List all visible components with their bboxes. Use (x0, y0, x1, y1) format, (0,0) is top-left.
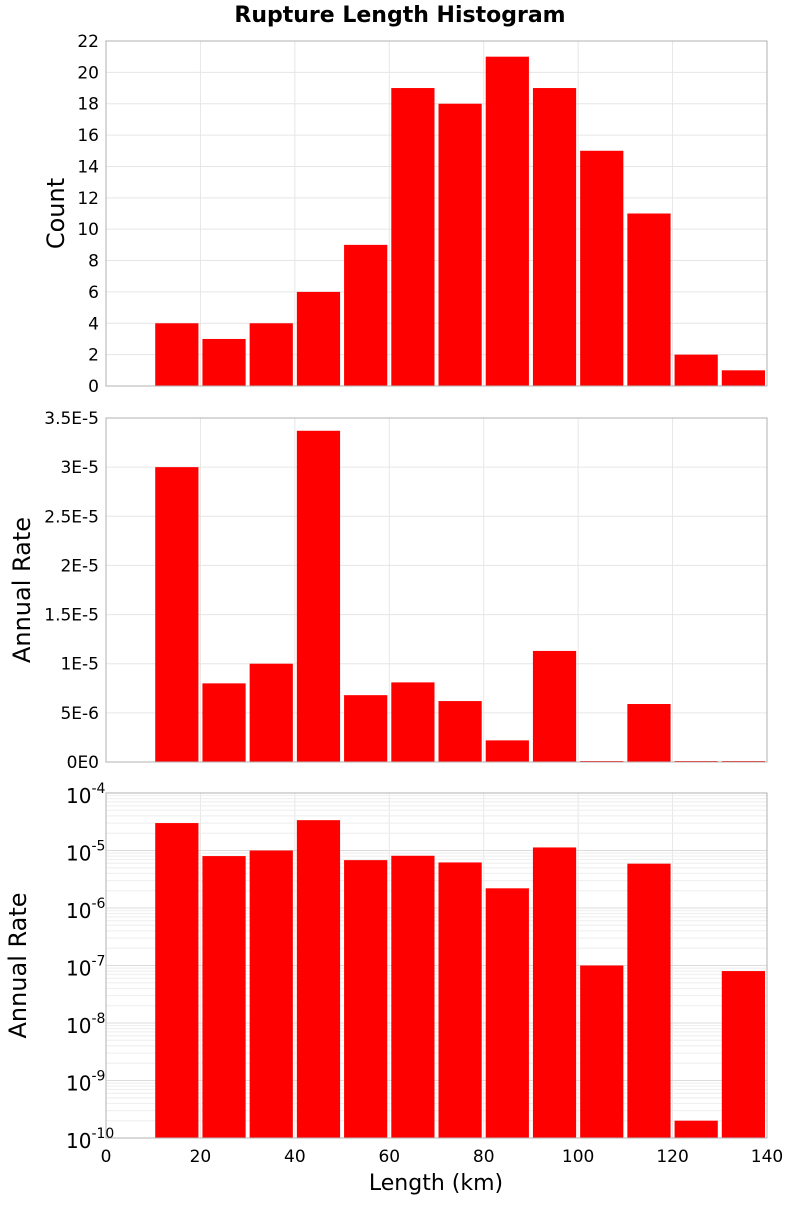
x-tick-label: 0 (101, 1147, 112, 1167)
x-tick-label: 120 (656, 1147, 688, 1167)
y-tick-base: 10 (66, 842, 91, 866)
histogram-bar (155, 823, 199, 1138)
histogram-bar (532, 88, 577, 386)
histogram-bar (438, 103, 482, 387)
x-tick-label: 100 (562, 1147, 594, 1167)
histogram-bar (580, 150, 624, 386)
plot-frame (105, 40, 768, 387)
histogram-bar (627, 213, 671, 386)
histogram-bar (391, 88, 435, 386)
panel-2: 0E0 5E-6 1E-5 1.5E-5 2E-5 2.5E-5 3E-5 3.5E-5 Ann… (8, 409, 768, 773)
y-tick-label: 10-10 (66, 1126, 114, 1153)
histogram-bar (532, 847, 577, 1138)
histogram-bar (202, 338, 246, 386)
histogram-bar (344, 244, 388, 386)
y-tick-exponent: -4 (91, 781, 105, 797)
y-tick-label: 12 (77, 189, 99, 209)
histogram-bar (580, 965, 624, 1138)
y-tick-label: 8 (88, 252, 99, 272)
y-axis-label: Annual Rate (8, 517, 36, 663)
y-tick-label: 14 (77, 157, 99, 177)
y-tick-exponent: -8 (91, 1011, 105, 1027)
y-tick-label: 10-4 (66, 781, 106, 808)
histogram-bar (674, 1120, 718, 1138)
y-tick-label: 16 (77, 126, 99, 146)
y-tick-base: 10 (66, 1014, 91, 1038)
histogram-bar (532, 650, 577, 762)
x-axis-label: Length (km) (369, 1171, 503, 1196)
y-tick-label: 10-5 (66, 839, 105, 866)
histogram-bar (344, 860, 388, 1138)
y-tick-base: 10 (66, 1072, 91, 1096)
histogram-bar (721, 370, 765, 386)
histogram-bar (627, 704, 671, 762)
histogram-bar (296, 430, 341, 762)
y-tick-base: 10 (66, 957, 91, 981)
histogram-bar (296, 820, 341, 1138)
y-tick-label: 0 (88, 377, 99, 397)
y-tick-label: 10-9 (66, 1069, 105, 1096)
y-tick-label: 10 (77, 220, 99, 240)
y-tick-label: 10-6 (66, 896, 106, 923)
y-tick-label: 18 (77, 95, 99, 115)
y-tick-base: 10 (66, 784, 91, 808)
x-tick-label: 60 (378, 1147, 400, 1167)
y-tick-label: 0E0 (67, 753, 99, 773)
panel-1: 0 2 4 6 8 10 12 14 16 18 20 22 Count (42, 32, 768, 397)
y-axis-label: Count (42, 178, 70, 249)
x-tick-label: 80 (473, 1147, 495, 1167)
histogram-bar (438, 701, 482, 762)
x-tick-label: 20 (190, 1147, 212, 1167)
y-tick-label: 22 (77, 32, 99, 52)
y-tick-exponent: -10 (91, 1126, 114, 1142)
plot-frame (105, 792, 768, 1139)
y-tick-exponent: -5 (91, 839, 105, 855)
histogram-bar (155, 323, 199, 386)
histogram-bar (485, 740, 529, 762)
y-tick-label: 20 (77, 63, 99, 83)
y-tick-label: 1E-5 (60, 655, 99, 675)
y-tick-label: 3.5E-5 (44, 409, 99, 429)
histogram-bar (721, 971, 765, 1138)
y-tick-exponent: -6 (91, 896, 105, 912)
y-tick-exponent: -9 (91, 1069, 105, 1085)
y-tick-exponent: -7 (91, 954, 105, 970)
histogram-bar (391, 682, 435, 762)
histogram-bar (391, 855, 435, 1138)
histogram-bar (202, 856, 246, 1138)
y-tick-label: 3E-5 (60, 458, 99, 478)
y-axis-label: Annual Rate (4, 892, 32, 1038)
y-tick-label: 2.5E-5 (44, 507, 99, 527)
y-tick-label: 10-8 (66, 1011, 105, 1038)
histogram-bar (485, 56, 529, 386)
y-tick-base: 10 (66, 899, 91, 923)
x-tick-label: 140 (751, 1147, 783, 1167)
histogram-bar (344, 695, 388, 762)
chart-title: Rupture Length Histogram (234, 3, 565, 28)
histogram-bar (627, 863, 671, 1138)
y-tick-base: 10 (66, 1129, 91, 1153)
plot-frame (105, 417, 768, 763)
histogram-bar (674, 354, 718, 386)
y-tick-label: 5E-6 (60, 704, 99, 724)
histogram-bar (438, 862, 482, 1138)
histogram-bar (296, 291, 341, 386)
x-tick-label: 40 (284, 1147, 306, 1167)
histogram-bar (249, 850, 293, 1138)
histogram-bar (249, 323, 293, 386)
histogram-bar (249, 663, 293, 762)
histogram-bar (485, 888, 529, 1138)
y-tick-label: 2 (88, 346, 99, 366)
y-tick-label: 10-7 (66, 954, 105, 981)
y-tick-label: 4 (88, 314, 99, 334)
histogram-bar (155, 467, 199, 762)
histogram-bar (202, 683, 246, 762)
y-tick-label: 2E-5 (60, 556, 99, 576)
y-tick-label: 6 (88, 283, 99, 303)
y-tick-label: 1.5E-5 (44, 606, 99, 626)
